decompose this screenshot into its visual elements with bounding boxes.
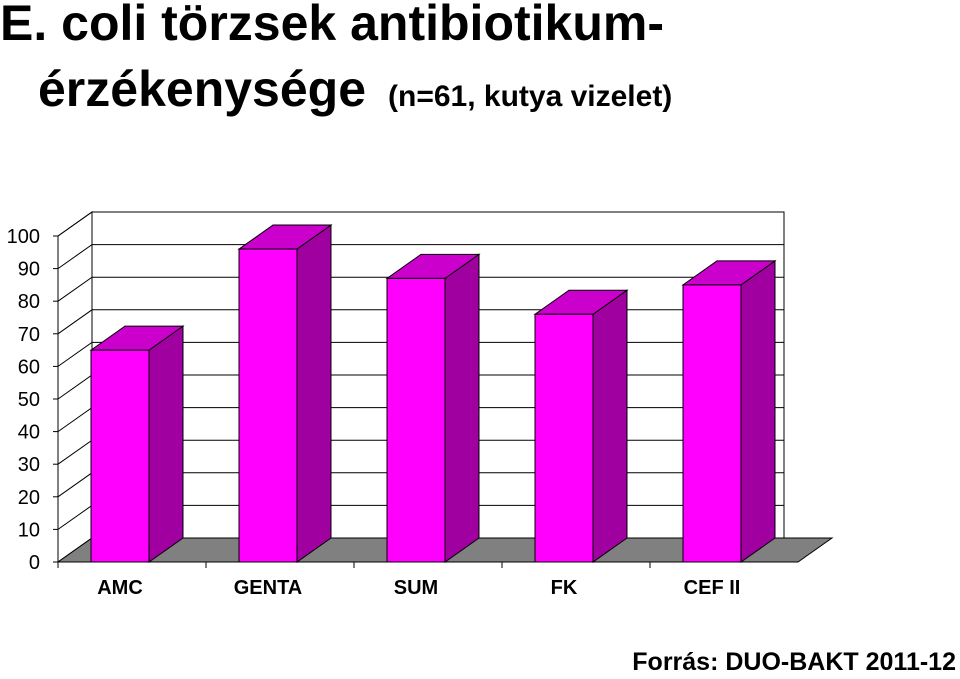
x-tick-label: SUM bbox=[394, 577, 438, 599]
y-tick-label: 0 bbox=[29, 552, 40, 574]
bar-side bbox=[148, 325, 184, 563]
y-tick-label: 50 bbox=[18, 389, 40, 411]
bar-fk bbox=[533, 289, 629, 563]
gridline bbox=[57, 244, 784, 270]
y-tick-label: 40 bbox=[18, 422, 40, 444]
bar-side bbox=[444, 253, 480, 563]
y-tick-label: 30 bbox=[18, 454, 40, 476]
bar-sum bbox=[385, 253, 481, 563]
chart-subtitle: (n=61, kutya vizelet) bbox=[388, 80, 673, 113]
x-axis-category-labels: AMC GENTA SUM FK CEF II bbox=[57, 562, 741, 599]
y-tick-label: 60 bbox=[18, 356, 40, 378]
bar-front bbox=[386, 277, 446, 563]
source-note: Forrás: DUO-BAKT 2011-12 bbox=[632, 648, 956, 676]
bar-front bbox=[534, 313, 594, 563]
bar-side bbox=[592, 289, 628, 563]
chart-title-line-1: E. coli törzsek antibiotikum- bbox=[0, 0, 664, 51]
y-tick-label: 80 bbox=[18, 291, 40, 313]
bar-cef-ii bbox=[681, 259, 777, 563]
x-tick-label: CEF II bbox=[684, 577, 741, 599]
bar-side bbox=[296, 224, 332, 563]
gridline bbox=[57, 276, 784, 302]
y-tick-label: 20 bbox=[18, 487, 40, 509]
y-tick-label: 70 bbox=[18, 324, 40, 346]
y-tick-label: 100 bbox=[7, 226, 40, 248]
bars-layer bbox=[89, 224, 777, 563]
chart-title-main: érzékenysége bbox=[38, 61, 367, 117]
bar-side bbox=[740, 259, 776, 563]
x-tick-label: AMC bbox=[97, 577, 143, 599]
bar-front bbox=[238, 248, 298, 563]
bar-front bbox=[682, 284, 742, 563]
bar-front bbox=[90, 349, 150, 563]
y-axis-tick-labels: 0 10 20 30 40 50 60 70 80 90 100 bbox=[7, 226, 40, 574]
gridline bbox=[57, 211, 784, 237]
bar-amc bbox=[89, 325, 185, 563]
y-tick-label: 10 bbox=[18, 519, 40, 541]
bar-genta bbox=[237, 224, 333, 563]
y-tick-label: 90 bbox=[18, 259, 40, 281]
x-tick-label: GENTA bbox=[234, 577, 303, 599]
x-tick-label: FK bbox=[551, 577, 578, 599]
chart-title-line-2: érzékenysége (n=61, kutya vizelet) bbox=[38, 60, 672, 118]
